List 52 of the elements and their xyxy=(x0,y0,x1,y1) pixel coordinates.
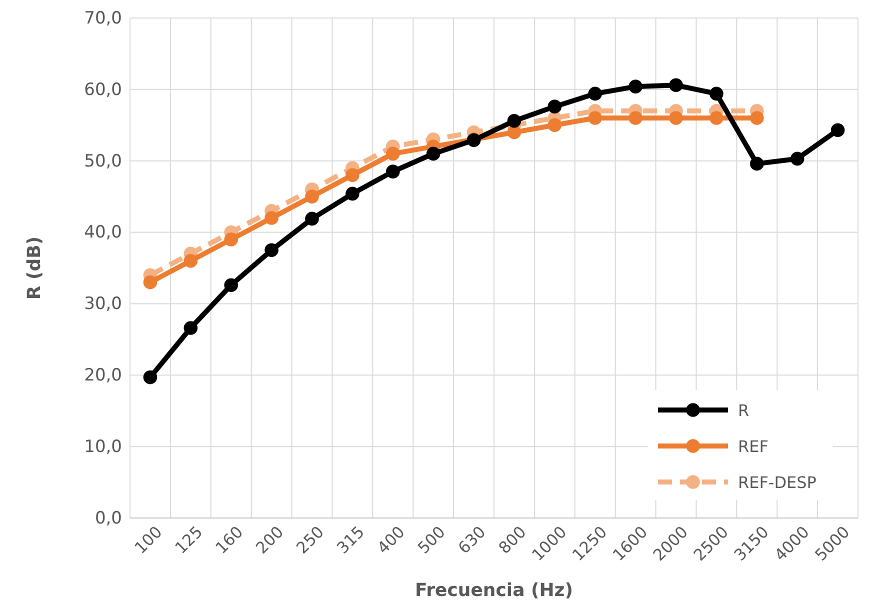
y-tick-label: 20,0 xyxy=(84,366,122,386)
x-tick-label: 100 xyxy=(130,522,166,558)
point xyxy=(386,164,400,178)
point xyxy=(790,152,804,166)
point xyxy=(264,211,278,225)
x-tick-label: 800 xyxy=(494,522,530,558)
legend-label: REF-DESP xyxy=(738,473,817,492)
point xyxy=(669,111,683,125)
point xyxy=(143,370,158,384)
x-axis-title: Frecuencia (Hz) xyxy=(415,580,573,601)
x-tick-label: 250 xyxy=(292,522,328,558)
y-tick-label: 70,0 xyxy=(84,8,122,28)
point xyxy=(184,254,198,268)
point xyxy=(548,100,562,114)
point xyxy=(628,80,642,94)
x-tick-label: 160 xyxy=(212,522,247,558)
point xyxy=(305,190,319,204)
point xyxy=(710,111,724,125)
point xyxy=(507,125,522,140)
point xyxy=(224,232,238,246)
point xyxy=(426,146,440,161)
point xyxy=(750,156,764,171)
y-axis-title: R (dB) xyxy=(24,236,45,300)
legend-label: R xyxy=(738,401,750,420)
x-tick-label: 500 xyxy=(414,522,449,558)
point xyxy=(548,118,562,132)
point xyxy=(710,86,724,101)
point xyxy=(669,78,683,92)
point xyxy=(346,168,360,182)
point xyxy=(224,278,238,292)
point xyxy=(588,86,602,101)
point xyxy=(346,186,360,201)
y-tick-label: 60,0 xyxy=(84,80,122,100)
legend-label: REF xyxy=(738,437,768,456)
y-tick-label: 0,0 xyxy=(94,508,122,528)
y-tick-label: 50,0 xyxy=(84,151,122,172)
x-tick-label: 200 xyxy=(252,522,288,558)
x-tick-label: 630 xyxy=(454,522,490,558)
point xyxy=(184,321,198,335)
x-tick-label: 400 xyxy=(373,522,408,558)
y-tick-label: 30,0 xyxy=(84,294,122,314)
y-tick-label: 40,0 xyxy=(84,222,122,243)
point xyxy=(588,111,602,125)
point xyxy=(750,111,764,125)
point xyxy=(264,243,278,258)
point xyxy=(507,114,522,128)
point xyxy=(386,146,400,161)
point xyxy=(143,275,158,290)
point xyxy=(628,111,642,125)
point xyxy=(305,212,319,226)
point xyxy=(830,123,845,138)
y-tick-label: 10,0 xyxy=(84,437,122,458)
